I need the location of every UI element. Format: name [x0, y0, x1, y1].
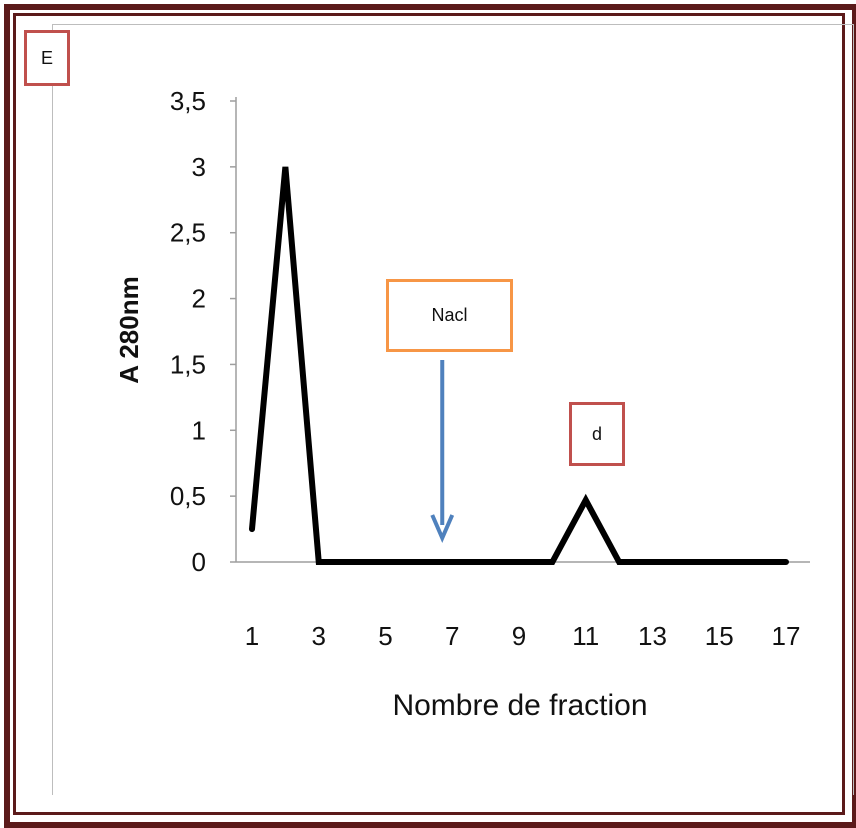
x-tick-label: 1: [245, 621, 259, 651]
y-tick-label: 3: [192, 152, 206, 182]
inner-frame: [13, 13, 845, 815]
x-tick-label: 5: [378, 621, 392, 651]
outer-frame: [4, 4, 856, 828]
x-axis-title: Nombre de fraction: [392, 689, 647, 722]
x-tick-label: 3: [312, 621, 326, 651]
x-tick-label: 15: [705, 621, 734, 651]
y-tick-label: 1,5: [170, 349, 206, 379]
y-axis-title: A 280nm: [114, 276, 144, 383]
y-tick-label: 3,5: [170, 86, 206, 116]
y-tick-label: 2: [192, 284, 206, 314]
x-tick-label: 17: [772, 621, 801, 651]
nacl-arrow-head: [430, 514, 455, 544]
peak-annotation-box: d: [569, 402, 625, 466]
x-tick-label: 9: [512, 621, 526, 651]
y-tick-label: 2,5: [170, 218, 206, 248]
figure-panel: [52, 24, 854, 795]
x-tick-label: 11: [572, 621, 599, 651]
y-tick-label: 0: [192, 547, 206, 577]
x-tick-label: 13: [638, 621, 667, 651]
nacl-annotation-box: Nacl: [386, 279, 513, 352]
series-line: [249, 166, 789, 565]
y-tick-label: 1: [192, 415, 206, 445]
y-tick-label: 0,5: [170, 481, 206, 511]
x-tick-label: 7: [445, 621, 459, 651]
panel-label: E: [24, 30, 70, 86]
